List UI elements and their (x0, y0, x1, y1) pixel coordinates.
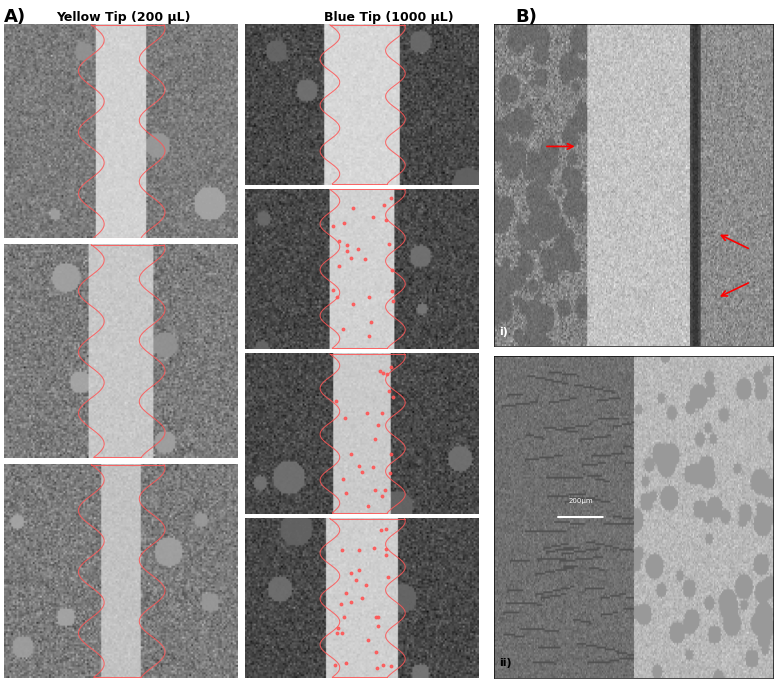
Text: A): A) (4, 8, 26, 26)
Text: Yellow Tip (200 μL): Yellow Tip (200 μL) (56, 11, 190, 23)
Text: ii): ii) (500, 658, 512, 669)
Text: 200μm: 200μm (568, 498, 593, 504)
Text: B): B) (515, 8, 538, 26)
Text: Blue Tip (1000 μL): Blue Tip (1000 μL) (324, 11, 453, 23)
Text: i): i) (500, 327, 508, 336)
